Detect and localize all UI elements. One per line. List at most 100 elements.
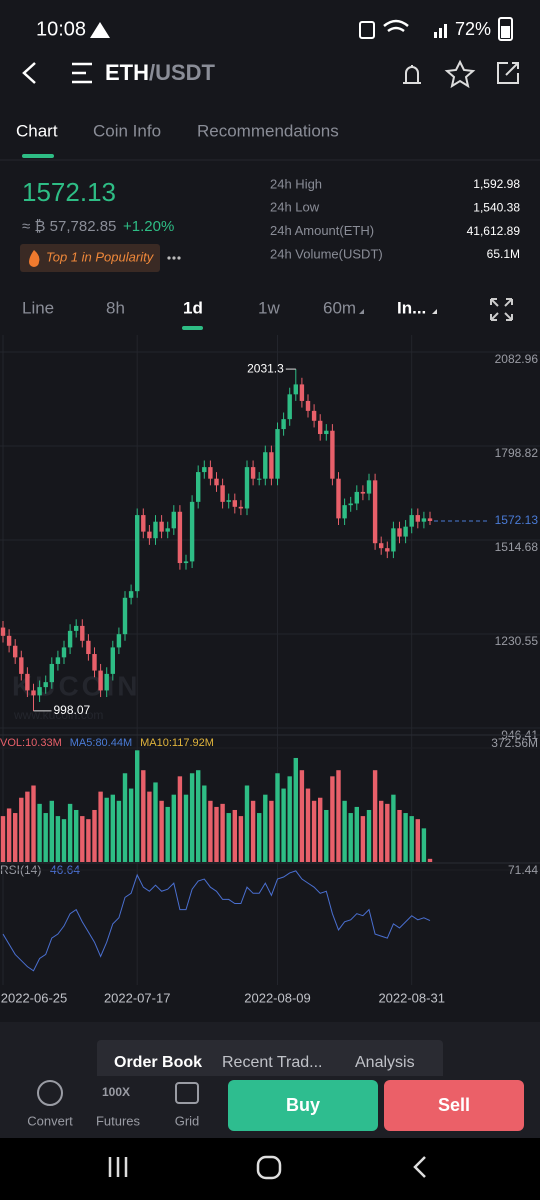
interval-option[interactable]: Line xyxy=(22,298,54,317)
x-tick-label: 2022-07-17 xyxy=(104,990,171,1005)
stat-value: 41,612.89 xyxy=(467,224,521,238)
candle-body xyxy=(366,480,372,494)
x-tick-label: 2022-08-09 xyxy=(244,990,311,1005)
toolbar-label[interactable]: Grid xyxy=(175,1113,200,1128)
high-annotation: 2031.3 xyxy=(247,361,284,375)
candle-body xyxy=(141,515,146,532)
volume-bar xyxy=(147,791,152,862)
volume-bar xyxy=(275,773,280,862)
volume-bar xyxy=(366,809,372,862)
candle-body xyxy=(397,528,402,537)
bottom-tab[interactable]: Analysis xyxy=(355,1054,415,1071)
volume-bar xyxy=(220,803,225,862)
home-button[interactable] xyxy=(256,1155,282,1180)
pair-title[interactable]: ETH/USDT xyxy=(105,60,216,85)
candle-body xyxy=(110,647,115,674)
interval-option[interactable]: 1d xyxy=(183,298,203,317)
candle-body xyxy=(31,690,36,696)
interval-option[interactable]: 60m xyxy=(323,298,356,317)
volume-bar xyxy=(159,800,164,862)
candle-body xyxy=(348,503,353,506)
candle-body xyxy=(275,429,280,479)
candle-body xyxy=(299,384,305,401)
tab[interactable]: Coin Info xyxy=(93,121,161,140)
dropdown-icon xyxy=(432,309,437,314)
candle-body xyxy=(116,634,122,648)
volume-bar xyxy=(86,819,91,862)
volume-bar xyxy=(122,773,128,862)
candle-body xyxy=(104,673,109,691)
volume-bar xyxy=(311,800,317,862)
back-button[interactable] xyxy=(22,62,36,84)
badge-text: Top 1 in Popularity xyxy=(46,249,155,264)
volume-bar xyxy=(318,797,323,862)
last-price: 1572.13 xyxy=(22,177,116,207)
btc-price: ≈ ₿ 57,782.85 xyxy=(22,218,116,235)
volume-bar xyxy=(80,816,85,862)
interval-option[interactable]: 8h xyxy=(106,298,125,317)
candle-body xyxy=(324,430,329,435)
volume-legend: MA10:117.92M xyxy=(140,737,214,749)
candle-body xyxy=(391,528,396,552)
volume-bar xyxy=(116,800,122,862)
tab[interactable]: Chart xyxy=(16,121,58,140)
candle-body xyxy=(171,511,176,529)
interval-option[interactable]: In... xyxy=(397,298,426,317)
candle-body xyxy=(165,528,170,532)
candle-body xyxy=(177,511,183,564)
volume-bar xyxy=(98,791,103,862)
favorite-icon[interactable] xyxy=(444,59,476,89)
volume-legend: MA5:80.44M xyxy=(70,737,132,749)
recents-button[interactable] xyxy=(108,1157,128,1177)
interval-option[interactable]: 1w xyxy=(258,298,280,317)
stat-label: 24h Volume(USDT) xyxy=(270,246,383,261)
badge[interactable] xyxy=(20,244,160,272)
candle-body xyxy=(202,467,207,473)
toolbar-label[interactable]: Futures xyxy=(96,1113,141,1128)
volume-bar xyxy=(31,785,36,862)
candle-body xyxy=(281,419,286,430)
candle-body xyxy=(336,478,341,519)
candle-body xyxy=(43,682,48,688)
grid-icon xyxy=(175,1082,199,1104)
fullscreen-icon[interactable] xyxy=(490,298,513,321)
candle-body xyxy=(135,515,140,592)
candle-body xyxy=(189,501,195,562)
volume-bar xyxy=(104,797,109,862)
candle-body xyxy=(238,506,244,509)
menu-button[interactable] xyxy=(72,62,92,84)
candle-body xyxy=(128,591,134,598)
volume-bar xyxy=(257,813,262,862)
sell-button[interactable] xyxy=(384,1080,524,1131)
volume-bar xyxy=(37,803,42,862)
candle-body xyxy=(226,500,231,502)
candle-body xyxy=(214,478,219,486)
candle-body xyxy=(6,635,12,646)
battery-level: 72% xyxy=(455,19,491,39)
buy-button[interactable] xyxy=(228,1080,378,1131)
candle-body xyxy=(427,518,433,521)
rsi-line xyxy=(2,870,431,972)
candle-body xyxy=(379,543,384,549)
volume-bar xyxy=(244,785,250,862)
alert-icon[interactable] xyxy=(403,65,421,84)
bottom-tabs xyxy=(97,1040,443,1080)
candle-body xyxy=(13,645,18,658)
volume-bar xyxy=(421,828,427,862)
volume-bar xyxy=(379,800,384,862)
volume-bar xyxy=(391,794,396,862)
bottom-tab[interactable]: Recent Trad... xyxy=(222,1054,323,1071)
candle-body xyxy=(287,394,292,420)
candle-body xyxy=(37,687,42,696)
tab[interactable]: Recommendations xyxy=(197,121,339,140)
more-icon[interactable] xyxy=(167,256,181,260)
toolbar-label[interactable]: Convert xyxy=(27,1113,73,1128)
candle-body xyxy=(147,531,152,539)
share-icon[interactable] xyxy=(497,62,519,84)
volume-bar xyxy=(397,809,402,862)
nav-back-button[interactable] xyxy=(413,1156,426,1178)
volume-bar xyxy=(293,757,298,862)
volume-bar xyxy=(0,816,6,862)
bottom-tab[interactable]: Order Book xyxy=(114,1054,202,1071)
candle-body xyxy=(293,384,298,395)
